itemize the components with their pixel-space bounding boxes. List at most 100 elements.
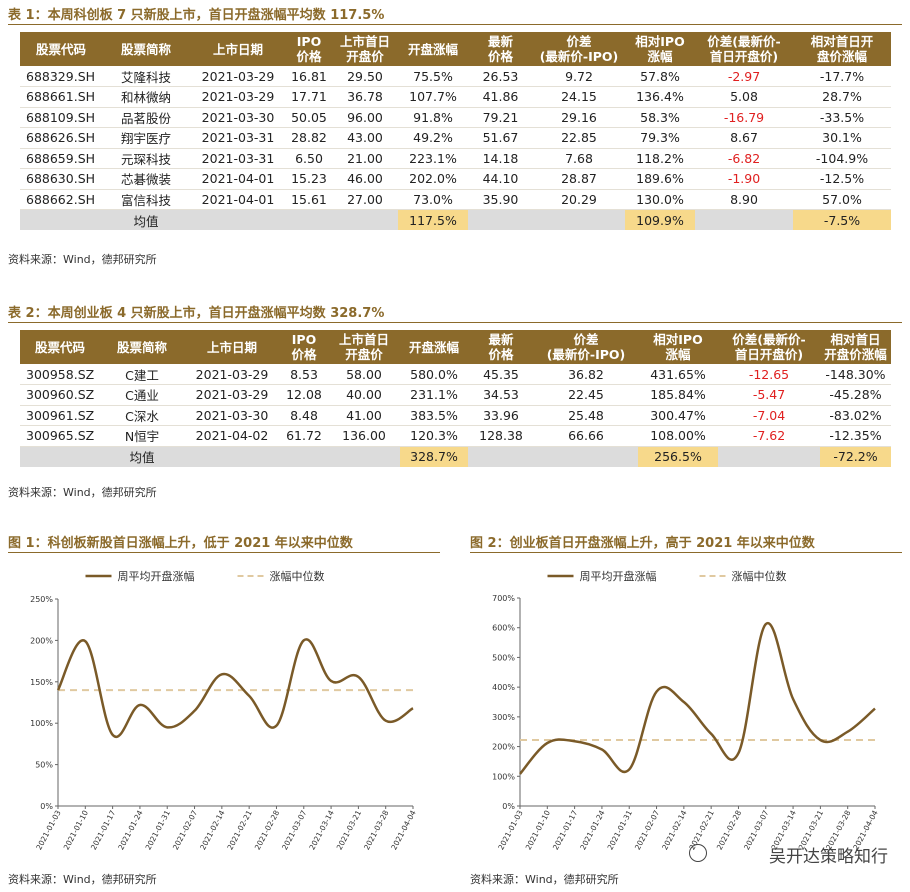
header-text: 相对IPO	[653, 332, 703, 347]
weekly-series-line	[519, 621, 876, 775]
header-text: 开盘涨幅	[407, 41, 458, 57]
table-row: 688630.SH 芯碁微装 2021-04-01 15.23 46.00 202.0% 4…	[20, 168, 891, 190]
table-cell: 22.85	[533, 127, 625, 149]
wechat-icon	[689, 844, 707, 862]
legend-label-weekly: 周平均开盘涨幅	[580, 569, 657, 583]
x-tick-label: 2021-02-14	[198, 809, 227, 852]
table-cell: 40.00	[328, 384, 400, 406]
table-cell: 2021-03-31	[190, 127, 286, 149]
header-cell: 上市日期	[184, 330, 280, 364]
table-cell: 50.05	[286, 107, 332, 128]
x-tick-label: 2021-01-17	[89, 809, 118, 852]
header-text: 首日开盘价)	[734, 347, 804, 362]
header-text: 上市首日	[338, 332, 389, 347]
header-text: 上市日期	[206, 339, 257, 355]
header-cell: 开盘涨幅	[398, 32, 468, 66]
table2-caption: 表 2：本周创业板 4 只新股上市，首日开盘涨幅平均数 328.7%	[8, 306, 385, 321]
y-tick-label: 150%	[30, 678, 53, 687]
table-cell: 75.5%	[398, 66, 468, 87]
table-cell: -45.28%	[820, 384, 891, 406]
x-tick-label: 2021-01-31	[144, 809, 173, 852]
header-cell: 价差 (最新价-IPO)	[533, 32, 625, 66]
table-cell: 383.5%	[400, 405, 468, 426]
table-cell: 256.5%	[638, 446, 718, 467]
table-cell: 26.53	[468, 66, 533, 87]
table-cell: 109.9%	[625, 209, 695, 230]
table-cell: 20.29	[533, 189, 625, 210]
table-cell: -7.5%	[793, 209, 891, 230]
table-cell: C通业	[100, 384, 184, 406]
table-cell: 108.00%	[638, 425, 718, 447]
chart-legend: 周平均开盘涨幅 涨幅中位数	[85, 569, 325, 583]
y-tick-label: 250%	[30, 595, 53, 604]
header-text: IPO	[291, 332, 317, 347]
header-text: 股票简称	[116, 339, 167, 355]
table-cell: 22.45	[534, 384, 638, 406]
table-cell: 43.00	[332, 127, 398, 149]
table-cell: -7.04	[718, 405, 820, 426]
table-cell: -12.5%	[793, 168, 891, 190]
table-cell: 2021-03-30	[190, 107, 286, 128]
table-cell: 和林微纳	[102, 86, 190, 108]
header-text: 相对首日	[830, 332, 881, 347]
table-cell: 21.00	[332, 148, 398, 169]
watermark: 吴开达策略知行	[769, 847, 888, 867]
x-tick-label: 2021-04-04	[389, 809, 418, 852]
header-cell: 最新 价格	[468, 330, 534, 364]
table-cell: 580.0%	[400, 364, 468, 385]
table-cell: 27.00	[332, 189, 398, 210]
table-cell: 300961.SZ	[20, 405, 100, 426]
header-text: 相对首日开	[810, 34, 874, 49]
legend-label-median: 涨幅中位数	[732, 569, 787, 583]
chart1-source: 资料来源：Wind，德邦研究所	[8, 873, 157, 886]
table-cell: 91.8%	[398, 107, 468, 128]
table-cell: 688630.SH	[20, 168, 102, 190]
table-cell: 16.81	[286, 66, 332, 87]
table-cell: 30.1%	[793, 127, 891, 149]
table-cell: 61.72	[280, 425, 328, 447]
y-tick-label: 100%	[30, 719, 53, 728]
table-cell: -1.90	[695, 168, 793, 190]
header-cell: 股票代码	[20, 32, 102, 66]
y-tick-label: 50%	[35, 761, 53, 770]
table1-source: 资料来源：Wind，德邦研究所	[8, 253, 157, 266]
table-cell: 15.61	[286, 189, 332, 210]
table-cell: 46.00	[332, 168, 398, 190]
chart-legend: 周平均开盘涨幅 涨幅中位数	[547, 569, 787, 583]
header-cell: 上市首日 开盘价	[328, 330, 400, 364]
header-cell: 股票代码	[20, 330, 100, 364]
table-cell: 9.72	[533, 66, 625, 87]
table1-header-row: 股票代码 股票简称 上市日期 IPO 价格 上市首日 开盘价 开盘涨幅 最新 价格 价差 (最新价-I…	[20, 32, 891, 66]
table-cell: 51.67	[468, 127, 533, 149]
chart2-title: 图 2：创业板首日开盘涨幅上升，高于 2021 年以来中位数	[470, 536, 815, 551]
table2: 股票代码 股票简称 上市日期 IPO 价格 上市首日 开盘价 开盘涨幅 最新 价格 价差 (最新价-I…	[20, 330, 891, 467]
header-cell: 价差(最新价- 首日开盘价)	[718, 330, 820, 364]
table-cell: 富信科技	[102, 189, 190, 210]
table-cell: 117.5%	[398, 209, 468, 230]
table-cell: 翔宇医疗	[102, 127, 190, 149]
y-tick-label: 600%	[492, 624, 515, 633]
average-row: 均值 328.7% 256.5% -72.2%	[20, 446, 891, 467]
table-cell: 328.7%	[400, 446, 468, 467]
header-text: 开盘价涨幅	[824, 347, 887, 362]
table-cell: 8.48	[280, 405, 328, 426]
header-text: 股票代码	[35, 41, 86, 57]
table-cell: 元琛科技	[102, 148, 190, 169]
table-cell: 2021-03-29	[190, 66, 286, 87]
table-cell: 6.50	[286, 148, 332, 169]
table-cell: 2021-03-31	[190, 148, 286, 169]
table-cell	[286, 209, 332, 230]
table-row: 300958.SZ C建工 2021-03-29 8.53 58.00 580.0% 45.…	[20, 364, 891, 385]
x-tick-label: 2021-02-07	[633, 809, 662, 852]
table-cell: 189.6%	[625, 168, 695, 190]
header-text: 上市首日	[339, 34, 390, 49]
chart2-source: 资料来源：Wind，德邦研究所	[470, 873, 619, 886]
header-text: 首日开盘价)	[709, 49, 779, 64]
table-cell: 202.0%	[398, 168, 468, 190]
table-cell: 44.10	[468, 168, 533, 190]
legend-label-weekly: 周平均开盘涨幅	[118, 569, 195, 583]
header-cell: 相对首日开盘价涨幅	[793, 32, 891, 66]
table-row: 688329.SH 艾隆科技 2021-03-29 16.81 29.50 75.5% 26…	[20, 66, 891, 87]
table-cell: -72.2%	[820, 446, 891, 467]
table-cell: 均值	[102, 209, 190, 230]
